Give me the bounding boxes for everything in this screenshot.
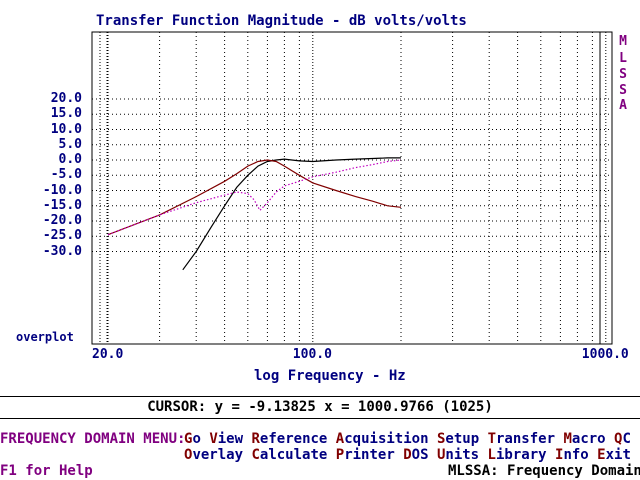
- menu-item-units[interactable]: Units: [437, 447, 479, 463]
- side-letter: A: [619, 98, 627, 113]
- x-axis-label: log Frequency - Hz: [254, 368, 406, 384]
- menu-item-label: C: [622, 431, 631, 447]
- y-tick-label: 0.0: [58, 152, 82, 167]
- x-tick-label: 100.0: [292, 347, 332, 362]
- menu-item-info[interactable]: Info: [555, 447, 589, 463]
- side-letter: S: [619, 67, 627, 82]
- help-hint: F1 for Help: [0, 463, 93, 479]
- y-tick-label: 10.0: [50, 121, 82, 137]
- trace-2: [107, 159, 402, 236]
- menu-item-exit[interactable]: Exit: [597, 447, 631, 463]
- y-tick-label: -20.0: [42, 213, 82, 228]
- menu-hotkey: E: [597, 447, 606, 463]
- menu-item-reference[interactable]: Reference: [251, 431, 327, 447]
- menu-item-label: iew: [217, 431, 244, 447]
- menu-item-label: cquisition: [344, 431, 429, 447]
- menu-hotkey: S: [436, 431, 446, 447]
- menu-item-calculate[interactable]: Calculate: [251, 447, 327, 463]
- menu-item-label: ransfer: [496, 431, 556, 447]
- y-tick-label: 15.0: [50, 106, 82, 122]
- x-tick-label: 1000.0: [581, 347, 629, 362]
- menu-item-label: acro: [571, 431, 606, 447]
- cursor-readout: CURSOR: y = -9.13825 x = 1000.9766 (1025…: [147, 399, 493, 415]
- menu-item-printer[interactable]: Printer: [336, 447, 395, 463]
- menu-item-label: alculate: [259, 447, 328, 463]
- menu-hotkey: D: [403, 447, 412, 463]
- side-letter: S: [619, 83, 627, 98]
- x-tick-label: 20.0: [92, 347, 124, 362]
- transfer-function-plot[interactable]: [0, 0, 640, 400]
- divider-top: [0, 396, 640, 397]
- menu-item-label: nfo: [563, 447, 589, 463]
- divider-bottom: [0, 418, 640, 419]
- menu-item-label: OS: [411, 447, 429, 463]
- menu-item-label: xit: [605, 447, 631, 463]
- menu-item-qc[interactable]: QC: [614, 431, 631, 447]
- y-tick-label: -30.0: [42, 243, 82, 259]
- menu-item-go[interactable]: Go: [184, 431, 201, 447]
- menu-item-label: ibrary: [495, 447, 547, 463]
- menu-item-label: verlay: [192, 447, 244, 463]
- menu-hotkey: P: [335, 447, 345, 463]
- y-tick-label: 20.0: [50, 91, 82, 106]
- menu-hotkey: T: [487, 431, 496, 447]
- menu-item-library[interactable]: Library: [488, 447, 547, 463]
- y-tick-label: -5.0: [50, 167, 82, 183]
- menu-hotkey: A: [335, 431, 345, 447]
- mode-status: MLSSA: Frequency Domain: [448, 463, 640, 479]
- menu-hotkey: U: [436, 447, 446, 463]
- menu-item-setup[interactable]: Setup: [437, 431, 479, 447]
- menu-hotkey: R: [251, 431, 260, 447]
- menu-item-label: rinter: [344, 447, 395, 463]
- overplot-label: overplot: [16, 330, 74, 344]
- plot-frame: [91, 31, 613, 345]
- side-letter: L: [619, 51, 627, 66]
- menu-item-label: eference: [259, 431, 328, 447]
- menu-item-transfer[interactable]: Transfer: [488, 431, 555, 447]
- menu-item-overlay[interactable]: Overlay: [184, 447, 243, 463]
- menu-item-acquisition[interactable]: Acquisition: [336, 431, 429, 447]
- menu-row-1: Go View Reference Acquisition Setup Tran…: [184, 431, 631, 447]
- side-letter: M: [619, 34, 627, 49]
- menu-title: FREQUENCY DOMAIN MENU:: [0, 431, 186, 447]
- y-tick-label: -25.0: [42, 228, 82, 244]
- chart-title: Transfer Function Magnitude - dB volts/v…: [96, 13, 467, 29]
- menu-hotkey: O: [184, 447, 193, 463]
- menu-row-2: Overlay Calculate Printer DOS Units Libr…: [184, 447, 631, 463]
- y-tick-label: -15.0: [42, 197, 82, 213]
- menu-hotkey: Q: [614, 431, 623, 447]
- menu-item-label: o: [192, 431, 201, 447]
- menu-hotkey: I: [555, 447, 564, 463]
- menu-item-label: nits: [445, 447, 480, 463]
- menu-item-label: etup: [445, 431, 480, 447]
- menu-item-view[interactable]: View: [209, 431, 243, 447]
- menu-item-macro[interactable]: Macro: [563, 431, 605, 447]
- y-tick-label: 5.0: [58, 136, 82, 152]
- y-tick-label: -10.0: [42, 182, 82, 198]
- menu-hotkey: V: [209, 431, 218, 447]
- menu-hotkey: C: [251, 447, 260, 463]
- menu-hotkey: M: [563, 431, 572, 447]
- menu-hotkey: L: [487, 447, 496, 463]
- trace-1: [182, 157, 401, 271]
- menu-item-dos[interactable]: DOS: [403, 447, 428, 463]
- menu-hotkey: G: [184, 431, 193, 447]
